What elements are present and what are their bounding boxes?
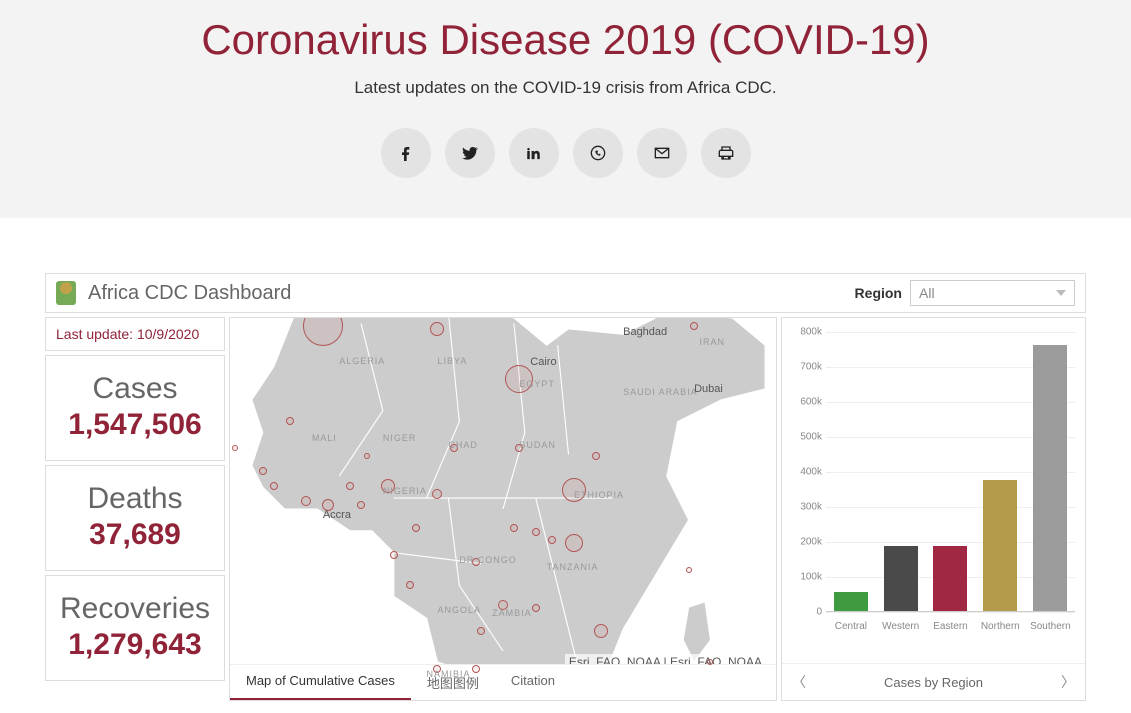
map-hotspot[interactable] [357, 501, 365, 509]
stat-recoveries: Recoveries 1,279,643 [45, 575, 225, 681]
africa-cdc-logo-icon [56, 281, 76, 305]
stat-label: Recoveries [56, 592, 214, 626]
dashboard-header: Africa CDC Dashboard Region All [45, 273, 1086, 313]
print-icon [718, 145, 734, 161]
map-hotspot[interactable] [433, 665, 441, 673]
y-tick-label: 700k [800, 362, 822, 373]
map-hotspot[interactable] [472, 665, 480, 673]
share-email-button[interactable] [637, 128, 687, 178]
map-tab-legend[interactable]: 地图图例 [411, 665, 495, 700]
map-hotspot[interactable] [532, 604, 540, 612]
map-hotspot[interactable] [477, 627, 485, 635]
stat-label: Cases [56, 372, 214, 406]
map-tab-citation[interactable]: Citation [495, 665, 571, 700]
stat-value: 1,547,506 [56, 408, 214, 442]
share-facebook-button[interactable] [381, 128, 431, 178]
map-hotspot[interactable] [515, 444, 523, 452]
x-category-label: Eastern [930, 621, 970, 632]
y-tick-label: 600k [800, 397, 822, 408]
y-tick-label: 0 [816, 607, 822, 618]
x-category-label: Southern [1030, 621, 1070, 632]
map-hotspot[interactable] [270, 482, 278, 490]
y-tick-label: 500k [800, 432, 822, 443]
map-hotspot[interactable] [346, 482, 354, 490]
chart-bar[interactable] [884, 546, 918, 611]
share-twitter-button[interactable] [445, 128, 495, 178]
facebook-icon [398, 145, 414, 161]
map-hotspot[interactable] [510, 524, 518, 532]
share-bar [0, 128, 1131, 178]
twitter-icon [462, 145, 478, 161]
region-label: Region [855, 285, 902, 301]
cases-by-region-chart: 0100k200k300k400k500k600k700k800k Centra… [826, 332, 1075, 632]
map-tab-cumulative[interactable]: Map of Cumulative Cases [230, 665, 411, 700]
whatsapp-icon [590, 145, 606, 161]
y-tick-label: 800k [800, 327, 822, 338]
region-select[interactable]: All [910, 280, 1075, 306]
y-tick-label: 100k [800, 572, 822, 583]
map-hotspot[interactable] [532, 528, 540, 536]
page-subtitle: Latest updates on the COVID-19 crisis fr… [0, 78, 1131, 98]
chart-title: Cases by Region [884, 675, 983, 690]
map-hotspot[interactable] [432, 489, 442, 499]
share-whatsapp-button[interactable] [573, 128, 623, 178]
chart-panel: 0 100k 200k 300k 400k 500k 600k 700k 800k Centra… [781, 317, 1086, 701]
map-hotspot[interactable] [472, 558, 480, 566]
last-update-prefix: Last update: [56, 326, 137, 342]
map-hotspot[interactable] [505, 365, 533, 393]
x-category-label: Northern [980, 621, 1020, 632]
chart-bar[interactable] [834, 592, 868, 611]
map-hotspot[interactable] [322, 499, 334, 511]
map-hotspot[interactable] [232, 445, 238, 451]
y-tick-label: 300k [800, 502, 822, 513]
stat-label: Deaths [56, 482, 214, 516]
stat-deaths: Deaths 37,689 [45, 465, 225, 571]
share-print-button[interactable] [701, 128, 751, 178]
map-panel[interactable]: Esri, FAO, NOAA | Esri, FAO, NOAA Map of… [229, 317, 777, 701]
map-tabs: Map of Cumulative Cases 地图图例 Citation [230, 664, 776, 700]
africa-map [230, 318, 776, 700]
y-tick-label: 200k [800, 537, 822, 548]
share-linkedin-button[interactable] [509, 128, 559, 178]
y-tick-label: 400k [800, 467, 822, 478]
map-hotspot[interactable] [430, 322, 444, 336]
map-hotspot[interactable] [594, 624, 608, 638]
map-hotspot[interactable] [381, 479, 395, 493]
map-hotspot[interactable] [707, 659, 713, 665]
x-category-label: Central [831, 621, 871, 632]
map-hotspot[interactable] [562, 478, 586, 502]
map-hotspot[interactable] [259, 467, 267, 475]
map-hotspot[interactable] [565, 534, 583, 552]
chart-bar[interactable] [983, 480, 1017, 611]
page-title: Coronavirus Disease 2019 (COVID-19) [0, 16, 1131, 64]
last-update-date: 10/9/2020 [137, 326, 199, 342]
grid-line [826, 612, 1075, 613]
map-hotspot[interactable] [548, 536, 556, 544]
map-hotspot[interactable] [406, 581, 414, 589]
stat-value: 1,279,643 [56, 628, 214, 662]
map-hotspot[interactable] [390, 551, 398, 559]
map-hotspot[interactable] [301, 496, 311, 506]
map-hotspot[interactable] [364, 453, 370, 459]
chart-prev-arrow[interactable]: 〈 [792, 672, 806, 692]
map-hotspot[interactable] [592, 452, 600, 460]
dashboard-title: Africa CDC Dashboard [88, 282, 855, 305]
last-update-box: Last update: 10/9/2020 [45, 317, 225, 351]
stat-value: 37,689 [56, 518, 214, 552]
stat-cases: Cases 1,547,506 [45, 355, 225, 461]
map-hotspot[interactable] [286, 417, 294, 425]
map-hotspot[interactable] [412, 524, 420, 532]
x-category-label: Western [881, 621, 921, 632]
map-hotspot[interactable] [690, 322, 698, 330]
map-hotspot[interactable] [686, 567, 692, 573]
chart-bar[interactable] [1033, 345, 1067, 611]
chart-next-arrow[interactable]: 〉 [1061, 672, 1075, 692]
map-hotspot[interactable] [498, 600, 508, 610]
chart-bar[interactable] [933, 546, 967, 611]
map-hotspot[interactable] [450, 444, 458, 452]
email-icon [654, 145, 670, 161]
linkedin-icon [526, 146, 541, 161]
